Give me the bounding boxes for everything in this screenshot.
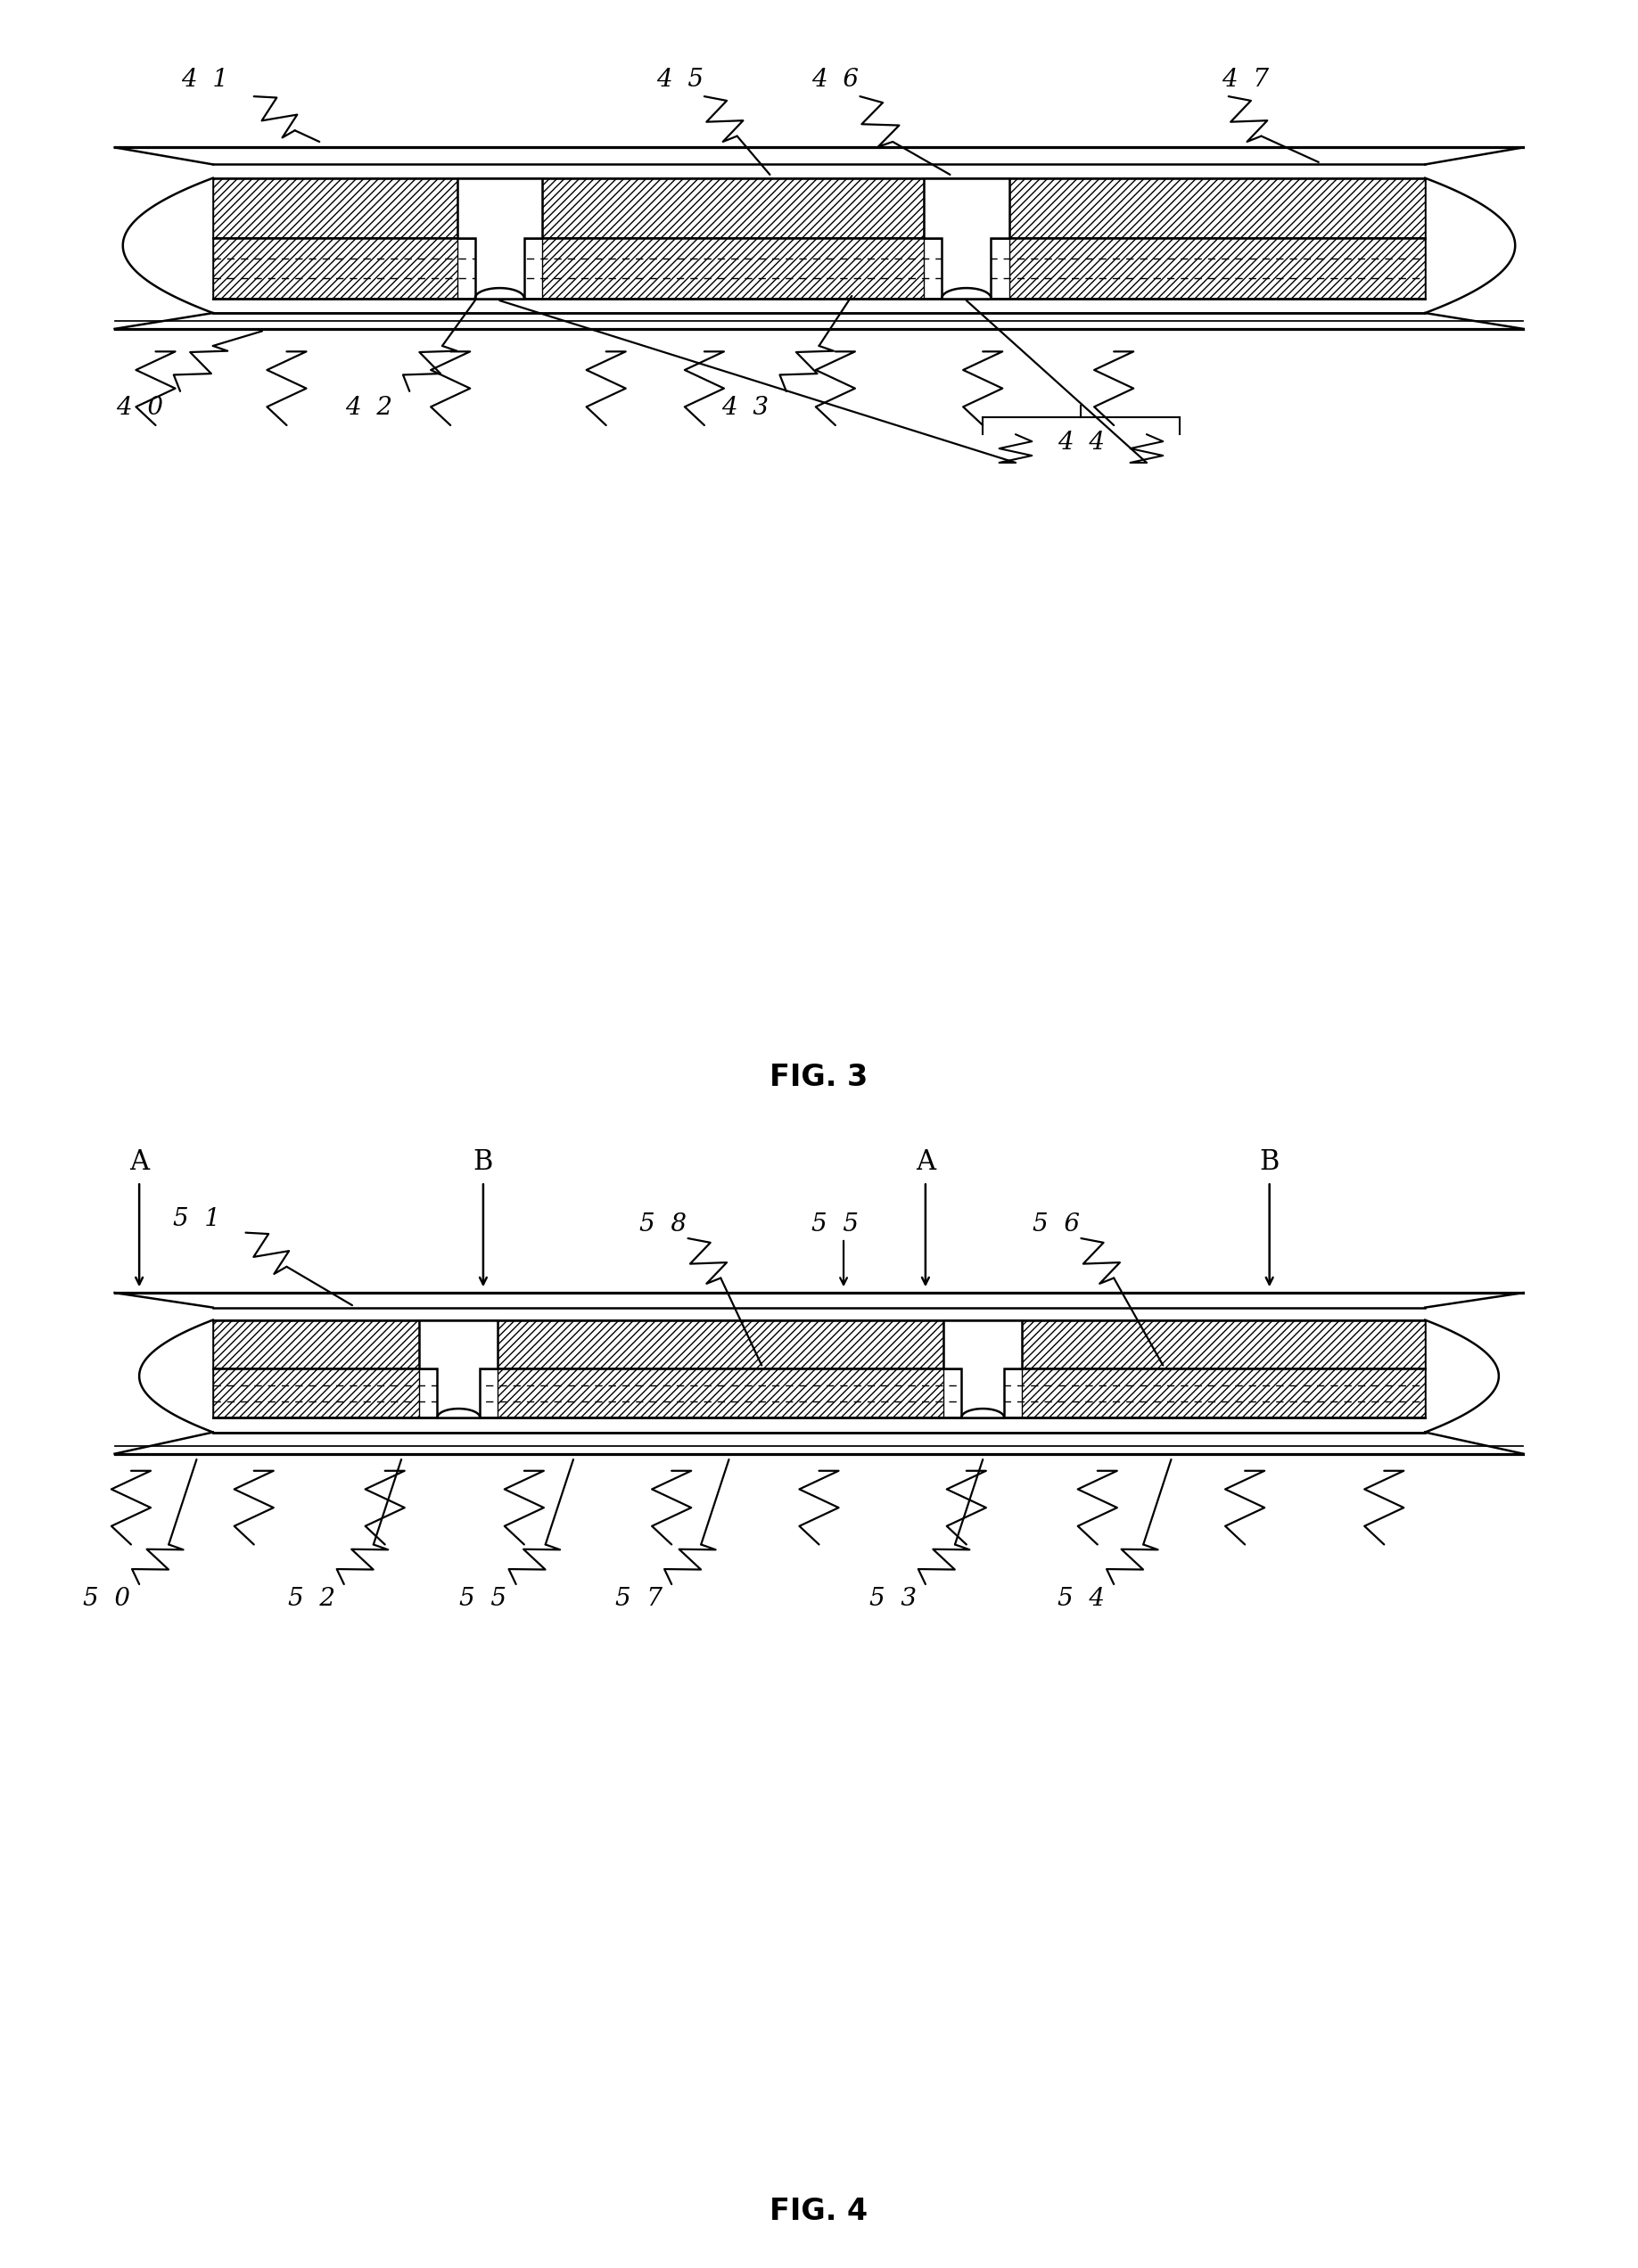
Text: FIG. 3: FIG. 3 [770, 1064, 868, 1091]
Text: 5  8: 5 8 [640, 1213, 686, 1236]
Polygon shape [924, 177, 1009, 297]
Polygon shape [943, 1320, 1022, 1418]
Text: 4  3: 4 3 [722, 397, 768, 420]
Polygon shape [1022, 1368, 1425, 1418]
Polygon shape [498, 1320, 943, 1368]
Text: 5  0: 5 0 [84, 1588, 129, 1610]
Text: 4  0: 4 0 [116, 397, 162, 420]
Polygon shape [213, 1320, 419, 1368]
Text: 4  2: 4 2 [346, 397, 391, 420]
Text: 5  7: 5 7 [616, 1588, 662, 1610]
Text: 5  5: 5 5 [812, 1213, 858, 1236]
Text: A: A [916, 1148, 935, 1177]
Text: 5  2: 5 2 [288, 1588, 334, 1610]
Polygon shape [1009, 177, 1425, 238]
Polygon shape [1022, 1320, 1425, 1368]
Text: FIG. 4: FIG. 4 [770, 2198, 868, 2225]
Polygon shape [498, 1368, 943, 1418]
Polygon shape [213, 177, 457, 238]
Text: B: B [1260, 1148, 1279, 1177]
Text: 5  5: 5 5 [460, 1588, 506, 1610]
Polygon shape [542, 177, 924, 238]
Polygon shape [213, 238, 457, 297]
Text: 5  6: 5 6 [1034, 1213, 1079, 1236]
Polygon shape [419, 1320, 498, 1418]
Text: 4  4: 4 4 [1058, 431, 1104, 454]
Text: 5  3: 5 3 [870, 1588, 916, 1610]
Text: B: B [473, 1148, 493, 1177]
Text: 4  1: 4 1 [182, 68, 228, 91]
Text: 5  1: 5 1 [174, 1207, 219, 1232]
Polygon shape [1009, 238, 1425, 297]
Text: 4  6: 4 6 [812, 68, 858, 91]
Text: 4  5: 4 5 [657, 68, 703, 91]
Text: A: A [129, 1148, 149, 1177]
Polygon shape [457, 177, 542, 297]
Polygon shape [213, 1368, 419, 1418]
Text: 5  4: 5 4 [1058, 1588, 1104, 1610]
Text: 4  7: 4 7 [1222, 68, 1268, 91]
Polygon shape [542, 238, 924, 297]
